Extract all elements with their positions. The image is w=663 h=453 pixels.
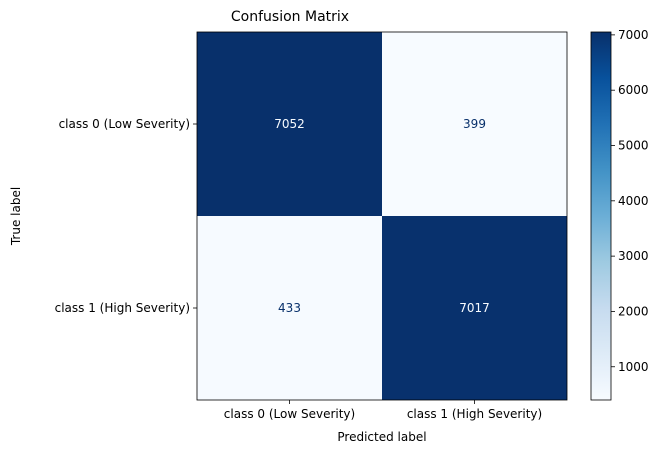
colorbar-ticks: 1000 2000 3000 4000 5000 6000 7000 <box>611 28 649 374</box>
matrix-cell-r1-c0 <box>197 216 382 400</box>
x-axis-label: Predicted label <box>337 430 426 444</box>
chart-title: Confusion Matrix <box>231 9 349 25</box>
cell-value-r1-c0: 433 <box>278 301 301 315</box>
y-axis-label: True label <box>9 187 23 246</box>
colorbar <box>590 31 612 401</box>
cell-value-r0-c1: 399 <box>463 117 486 131</box>
colorbar-tick-label: 6000 <box>618 83 649 97</box>
x-tick-label: class 1 (High Severity) <box>407 407 542 421</box>
matrix-cells <box>197 32 567 400</box>
colorbar-tick-label: 2000 <box>618 304 649 318</box>
colorbar-tick-label: 1000 <box>618 360 649 374</box>
y-axis-ticks: class 0 (Low Severity) class 1 (High Seve… <box>55 117 197 315</box>
matrix-cell-r0-c1 <box>382 32 567 216</box>
x-tick-label: class 0 (Low Severity) <box>224 407 355 421</box>
cell-value-r0-c0: 7052 <box>274 117 305 131</box>
y-tick-label: class 1 (High Severity) <box>55 301 190 315</box>
x-axis-ticks: class 0 (Low Severity) class 1 (High Seve… <box>224 400 542 421</box>
cell-value-labels: 7052 399 433 7017 <box>274 117 490 315</box>
colorbar-tick-label: 4000 <box>618 194 649 208</box>
colorbar-tick-label: 3000 <box>618 249 649 263</box>
cell-value-r1-c1: 7017 <box>459 301 490 315</box>
colorbar-tick-label: 5000 <box>618 139 649 153</box>
plot-frame <box>196 31 568 401</box>
y-tick-label: class 0 (Low Severity) <box>59 117 190 131</box>
matrix-cell-r1-c1 <box>382 216 567 400</box>
matrix-cell-r0-c0 <box>197 32 382 216</box>
colorbar-tick-label: 7000 <box>618 28 649 42</box>
